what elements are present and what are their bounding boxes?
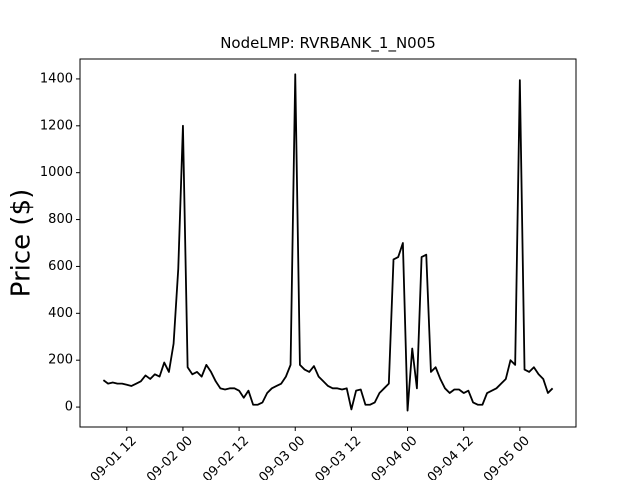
x-tick-label: 09-02 12: [200, 433, 252, 480]
x-tick-label: 09-01 12: [88, 433, 140, 480]
y-tick-label: 600: [48, 259, 73, 274]
x-tick-label: 09-03 00: [256, 433, 308, 480]
y-tick-label: 200: [48, 353, 73, 368]
x-tick-label: 09-04 00: [369, 433, 421, 480]
plot-frame: [79, 58, 577, 428]
x-tick-label: 09-03 12: [313, 433, 365, 480]
y-tick-label: 1000: [40, 165, 73, 180]
y-tick-label: 800: [48, 212, 73, 227]
price-line: [102, 73, 554, 412]
y-axis-label: Price ($): [7, 189, 37, 298]
y-tick-label: 1400: [40, 71, 73, 86]
y-tick-label: 400: [48, 306, 73, 321]
y-tick-label: 0: [65, 400, 73, 415]
x-tick-label: 09-02 00: [144, 433, 196, 480]
x-tick-label: 09-04 12: [425, 433, 477, 480]
x-tick-label: 09-05 00: [481, 433, 533, 480]
chart-title: NodeLMP: RVRBANK_1_N005: [220, 34, 436, 53]
y-tick-label: 1200: [40, 118, 73, 133]
